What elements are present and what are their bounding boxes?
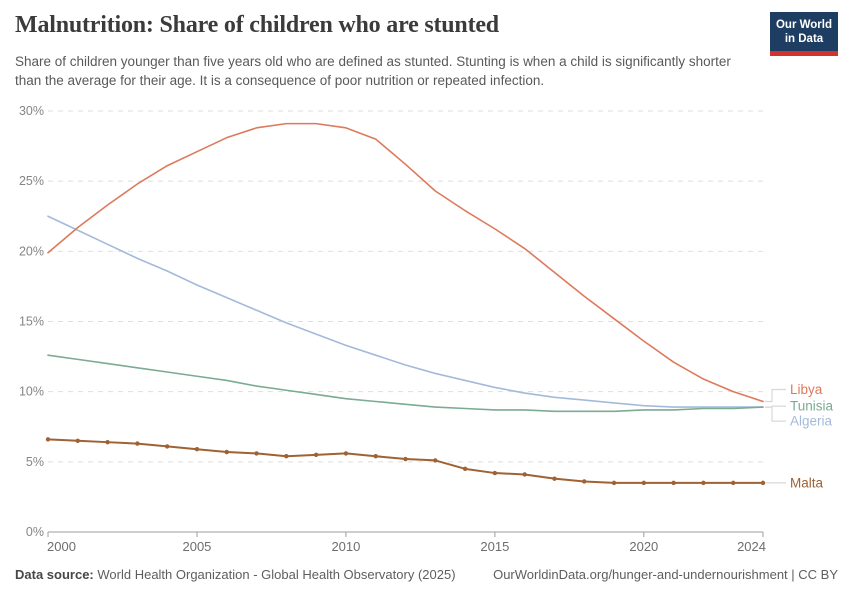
x-axis-label-2015: 2015 <box>480 539 509 554</box>
data-source-value: World Health Organization - Global Healt… <box>97 567 456 582</box>
series-point-malta-2001 <box>75 438 80 443</box>
series-point-malta-2003 <box>135 441 140 446</box>
series-point-malta-2011 <box>373 454 378 459</box>
x-axis-label-2020: 2020 <box>629 539 658 554</box>
series-point-malta-2005 <box>194 447 200 452</box>
y-axis-label-0: 0% <box>26 525 44 539</box>
series-point-malta-2017 <box>552 476 557 481</box>
owid-logo-line1: Our World <box>775 19 832 31</box>
series-point-malta-2016 <box>522 472 527 477</box>
series-point-malta-2023 <box>731 480 736 486</box>
page-title: Malnutrition: Share of children who are … <box>15 12 499 38</box>
x-axis-label-2010: 2010 <box>331 539 360 554</box>
y-axis-label-10: 10% <box>19 385 44 399</box>
series-point-malta-2009 <box>313 452 319 458</box>
series-point-malta-2000 <box>45 437 51 442</box>
series-point-malta-2006 <box>224 449 229 455</box>
owid-logo[interactable]: Our World in Data <box>770 12 838 56</box>
legend-connector-algeria <box>765 406 786 422</box>
y-axis-label-15: 15% <box>19 315 44 329</box>
series-point-malta-2021 <box>671 480 676 486</box>
legend-connector-tunisia <box>765 405 786 408</box>
chart-subtitle: Share of children younger than five year… <box>15 54 731 88</box>
series-line-algeria[interactable] <box>47 215 764 408</box>
series-point-malta-2002 <box>105 439 110 445</box>
x-axis-label-2000: 2000 <box>47 539 76 554</box>
series-label-libya[interactable]: Libya <box>790 382 823 397</box>
series-point-malta-2019 <box>611 480 617 486</box>
chart-footer: Data source: World Health Organization -… <box>15 567 838 582</box>
series-point-malta-2004 <box>164 444 170 449</box>
owid-logo-red-bar <box>770 51 838 56</box>
series-line-libya[interactable] <box>47 122 764 403</box>
series-point-malta-2014 <box>462 466 468 472</box>
series-point-malta-2007 <box>254 451 259 456</box>
series-label-malta[interactable]: Malta <box>790 475 824 490</box>
series-point-malta-2010 <box>343 451 349 456</box>
y-axis-label-30: 30% <box>19 104 44 118</box>
x-axis-label-2024: 2024 <box>737 539 766 554</box>
series-line-tunisia[interactable] <box>47 354 764 413</box>
data-source-label: Data source: <box>15 567 94 582</box>
series-label-algeria[interactable]: Algeria <box>790 414 833 429</box>
legend-connector-libya <box>765 388 786 403</box>
owid-logo-box: Our World in Data <box>770 12 838 51</box>
series-point-malta-2015 <box>492 470 498 476</box>
series-point-malta-2024 <box>760 480 766 486</box>
x-axis-label-2005: 2005 <box>182 539 211 554</box>
footer-link[interactable]: OurWorldinData.org/hunger-and-undernouri… <box>493 567 838 582</box>
series-point-malta-2022 <box>701 480 706 486</box>
series-point-malta-2018 <box>582 479 587 484</box>
y-axis-label-20: 20% <box>19 244 44 258</box>
y-axis-label-25: 25% <box>19 174 44 188</box>
series-label-tunisia[interactable]: Tunisia <box>790 399 834 414</box>
owid-logo-line2: in Data <box>784 33 824 45</box>
series-point-malta-2013 <box>433 458 438 463</box>
y-axis-label-5: 5% <box>26 455 44 469</box>
series-point-malta-2008 <box>284 454 289 459</box>
series-point-malta-2012 <box>403 456 408 462</box>
series-point-malta-2020 <box>641 480 647 486</box>
